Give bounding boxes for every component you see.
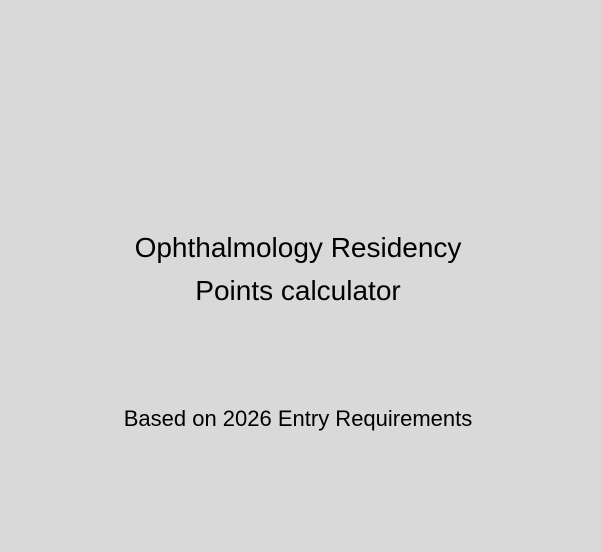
page-title: Ophthalmology Residency Points calculato… bbox=[0, 226, 596, 312]
title-line-2: Points calculator bbox=[195, 275, 401, 306]
subtitle: Based on 2026 Entry Requirements bbox=[123, 406, 473, 431]
title-line-1: Ophthalmology Residency bbox=[134, 232, 462, 263]
